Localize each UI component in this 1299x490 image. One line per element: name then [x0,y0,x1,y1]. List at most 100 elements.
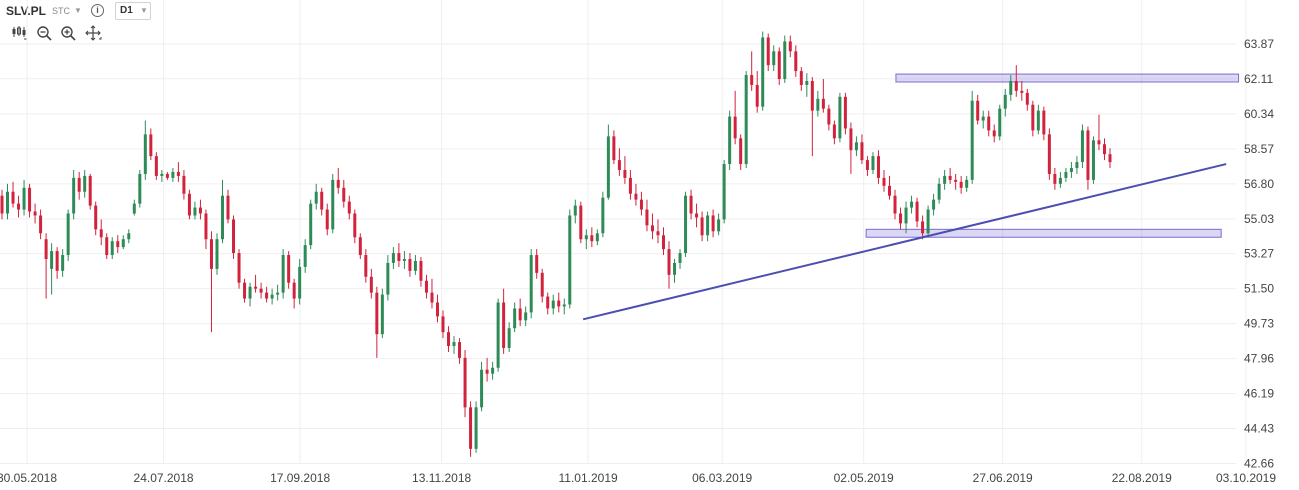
candle-body [226,195,230,220]
candle-body [579,205,583,240]
candle-body [766,37,770,66]
support-resistance-zones[interactable] [865,73,1240,238]
candle-body [992,130,996,137]
candle-body [325,209,329,230]
candle-body [441,316,445,333]
candle-body [248,286,252,299]
candle-body [391,253,395,263]
candle-body [810,80,814,111]
candle-body [540,272,544,297]
candle-body [0,195,4,214]
candle-body [353,213,357,238]
candle-body [628,177,632,194]
x-tick-label: 02.05.2019 [834,471,894,485]
candle-body [1069,168,1073,172]
candle-body [606,136,610,198]
candle-body [871,156,875,170]
candle-body [314,191,318,204]
exchange-chevron-down-icon[interactable]: ▼ [74,6,82,15]
candle-body [733,116,737,139]
candle-body [1014,80,1018,91]
timeframe-select[interactable]: D1 ▼ [115,2,151,20]
candle-body [154,156,158,176]
candle-body [954,179,958,182]
candle-body [827,108,831,125]
candle-body [419,260,423,281]
move-cross-icon[interactable] [84,24,102,42]
candle-body [474,407,478,449]
candle-body [132,203,136,214]
candle-body [783,41,787,80]
candle-body [287,255,291,283]
candle-body [876,156,880,178]
chart-toolbar: SLV.PL STC ▼ i D1 ▼ [0,0,200,44]
x-tick-label: 11.01.2019 [559,471,618,485]
zoom-in-icon[interactable] [59,24,77,42]
info-icon[interactable]: i [91,4,104,17]
candle-body [485,369,489,374]
candle-body [821,98,825,109]
candle-body [513,308,517,329]
candle-body [380,294,384,335]
y-tick-label: 47.96 [1244,352,1274,366]
candle-body [408,258,412,271]
candle-body [116,241,120,248]
y-tick-label: 53.27 [1244,247,1274,261]
candle-body [320,191,324,210]
candle-body [6,191,10,214]
candle-body [402,258,406,261]
candle-body [99,229,103,238]
candle-body [700,217,704,236]
candle-body [684,195,688,254]
candle-body [623,169,627,178]
candle-body [910,201,914,208]
candle-body [998,108,1002,137]
candle-body [706,215,710,236]
candle-body [397,253,401,261]
candle-body [77,177,81,192]
candle-body [595,233,599,242]
candle-body [970,100,974,180]
candle-body [342,187,346,202]
candle-body [805,80,809,85]
candle-body [1003,94,1007,109]
x-tick-label: 27.06.2019 [973,471,1033,485]
candle-body [1036,110,1040,131]
candle-body [369,276,373,293]
trendline[interactable] [582,163,1227,321]
candle-body [413,260,417,271]
price-zone[interactable] [895,73,1240,83]
candle-body [1042,110,1046,135]
price-zone[interactable] [865,228,1222,238]
candle-body [94,205,98,230]
symbol-label[interactable]: SLV.PL [6,4,47,18]
candle-body [717,219,721,232]
zoom-out-icon[interactable] [35,24,53,42]
candle-body [237,253,241,283]
candle-body [904,207,908,224]
timeframe-chevron-down-icon: ▼ [140,6,148,15]
candle-body [838,96,842,139]
candle-body [28,187,32,212]
candle-body [1091,140,1095,180]
candle-body [584,235,588,240]
candle-body [127,233,131,240]
candle-body [888,185,892,196]
candle-body [1080,130,1084,163]
candle-body [728,116,732,165]
candle-body [981,116,985,121]
trendlines[interactable] [582,163,1227,321]
candles-type-icon[interactable] [10,24,28,42]
candle-body [61,255,65,271]
candles [0,31,1112,457]
candle-body [502,302,506,348]
y-tick-label: 58.57 [1244,142,1274,156]
candle-body [695,213,699,218]
x-tick-label: 13.11.2018 [412,471,471,485]
candle-body [744,75,748,165]
candle-body [711,215,715,232]
exchange-label[interactable]: STC [52,6,70,16]
candle-body [292,282,296,299]
candle-body [673,262,677,275]
